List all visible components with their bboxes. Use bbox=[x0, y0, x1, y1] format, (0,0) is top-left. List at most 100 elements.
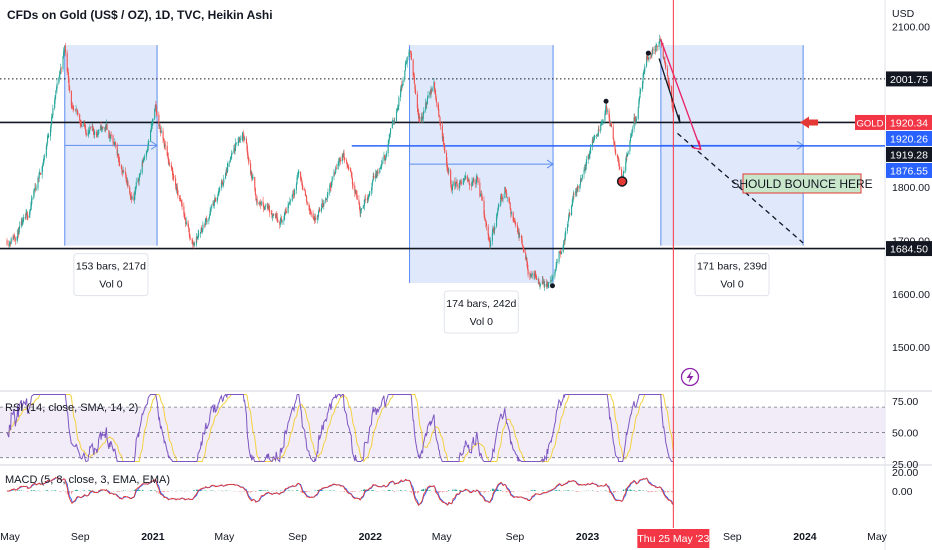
candle-body bbox=[610, 122, 612, 125]
candle-body bbox=[106, 124, 108, 130]
candle-body bbox=[98, 129, 100, 134]
candle-body bbox=[397, 108, 399, 109]
candle-body bbox=[22, 219, 24, 222]
candle-body bbox=[469, 183, 471, 186]
candle-body bbox=[583, 169, 585, 175]
candle-body bbox=[242, 135, 244, 137]
candle-body bbox=[52, 108, 54, 116]
candle-body bbox=[264, 206, 266, 210]
candle-body bbox=[135, 182, 137, 188]
candle-body bbox=[217, 191, 219, 196]
candle-body bbox=[401, 85, 404, 87]
candle-body bbox=[75, 108, 77, 111]
candle-body bbox=[342, 152, 345, 156]
rsi-title[interactable]: RSI (14, close, SMA, 14, 2) bbox=[5, 402, 138, 414]
candle-body bbox=[214, 198, 216, 203]
red-arrow-line[interactable] bbox=[660, 39, 702, 150]
candle-body bbox=[200, 228, 202, 232]
candle-body bbox=[472, 178, 474, 182]
price-axis[interactable]: 2100.001800.001700.001600.001500.0075.00… bbox=[892, 21, 930, 498]
lightning-icon[interactable] bbox=[680, 367, 700, 387]
candle-body bbox=[593, 137, 595, 141]
candle-body bbox=[243, 136, 245, 140]
candle-body bbox=[652, 48, 654, 50]
candle-body bbox=[435, 98, 437, 103]
range-box-vol-label: Vol 0 bbox=[99, 279, 123, 291]
candle-body bbox=[551, 278, 553, 281]
macd-title[interactable]: MACD (5, 8, close, 3, EMA, EMA) bbox=[5, 474, 170, 486]
candle-body bbox=[189, 234, 191, 239]
drawings[interactable] bbox=[549, 39, 818, 289]
time-tick-May: May bbox=[432, 531, 453, 543]
candle-body bbox=[417, 108, 419, 112]
candle-body bbox=[646, 55, 648, 59]
candle-body bbox=[406, 57, 408, 63]
candle-body bbox=[200, 231, 202, 234]
symbol-title[interactable]: CFDs on Gold (US$ / OZ), 1D, TVC, Heikin… bbox=[7, 8, 273, 22]
candle-body bbox=[364, 198, 366, 200]
candle-body bbox=[665, 62, 667, 69]
candle-body bbox=[99, 125, 102, 130]
candle-body bbox=[643, 71, 645, 73]
candle-body bbox=[634, 120, 636, 122]
candle-body bbox=[126, 181, 128, 183]
candle-body bbox=[55, 90, 57, 96]
candle-body bbox=[601, 123, 603, 125]
range-boxes[interactable]: 153 bars, 217d Vol 0 174 bars, 242d Vol 0 17… bbox=[64, 45, 805, 334]
price-tag-box bbox=[886, 130, 932, 146]
candle-body bbox=[12, 238, 14, 240]
candle-body bbox=[150, 130, 152, 142]
candle-body bbox=[301, 183, 303, 189]
candle-body bbox=[250, 163, 252, 174]
candle-body bbox=[351, 172, 353, 179]
candle-body bbox=[571, 203, 573, 206]
time-tick-Sep: Sep bbox=[723, 531, 742, 543]
candle-body bbox=[409, 51, 411, 53]
red-pointer-arrow[interactable] bbox=[800, 116, 818, 129]
candle-body bbox=[112, 135, 114, 143]
rsi-tick-25.00: 25.00 bbox=[892, 459, 918, 471]
candle-body bbox=[515, 222, 517, 226]
candle-body bbox=[137, 178, 139, 183]
candle-body bbox=[495, 216, 498, 227]
candle-body bbox=[647, 59, 649, 60]
candle-body bbox=[88, 131, 90, 134]
time-tick-Sep: Sep bbox=[506, 531, 525, 543]
should-bounce-note[interactable]: SHOULD BOUNCE HERE bbox=[731, 173, 873, 194]
candle-body bbox=[644, 66, 646, 72]
candle-body bbox=[229, 161, 231, 164]
candle-body bbox=[170, 164, 172, 168]
candle-body bbox=[351, 178, 353, 185]
candle-body bbox=[238, 141, 240, 143]
candle-body bbox=[62, 56, 64, 70]
candle-body bbox=[395, 112, 398, 122]
candle-body bbox=[80, 124, 83, 127]
candle-body bbox=[43, 157, 45, 163]
candle-body bbox=[225, 170, 227, 174]
candle-body bbox=[516, 225, 518, 228]
candle-body bbox=[508, 197, 510, 202]
candle-body bbox=[254, 187, 256, 195]
candle-body bbox=[548, 281, 550, 284]
candle-body bbox=[76, 108, 78, 110]
candle-body bbox=[600, 124, 602, 131]
candle-body bbox=[338, 159, 340, 163]
time-tick-May: May bbox=[867, 531, 888, 543]
candle-body bbox=[523, 249, 525, 253]
candle-body bbox=[87, 133, 89, 136]
candle-body bbox=[201, 229, 203, 232]
candle-body bbox=[17, 230, 19, 235]
candle-body bbox=[347, 166, 349, 168]
black-arrow-line[interactable] bbox=[658, 58, 681, 123]
candle-body bbox=[51, 115, 53, 117]
candle-body bbox=[50, 124, 52, 129]
candle-body bbox=[252, 176, 254, 179]
time-axis[interactable]: May Sep 2021 May Sep 2022 May Sep 2023 Sep 2024 May bbox=[0, 531, 888, 543]
candle-body bbox=[202, 224, 204, 230]
candle-body bbox=[104, 127, 106, 130]
candle-body bbox=[479, 194, 482, 197]
projection-dashed-line[interactable] bbox=[677, 132, 804, 244]
low-marker-circle[interactable] bbox=[616, 176, 628, 187]
candle-body bbox=[396, 108, 398, 113]
